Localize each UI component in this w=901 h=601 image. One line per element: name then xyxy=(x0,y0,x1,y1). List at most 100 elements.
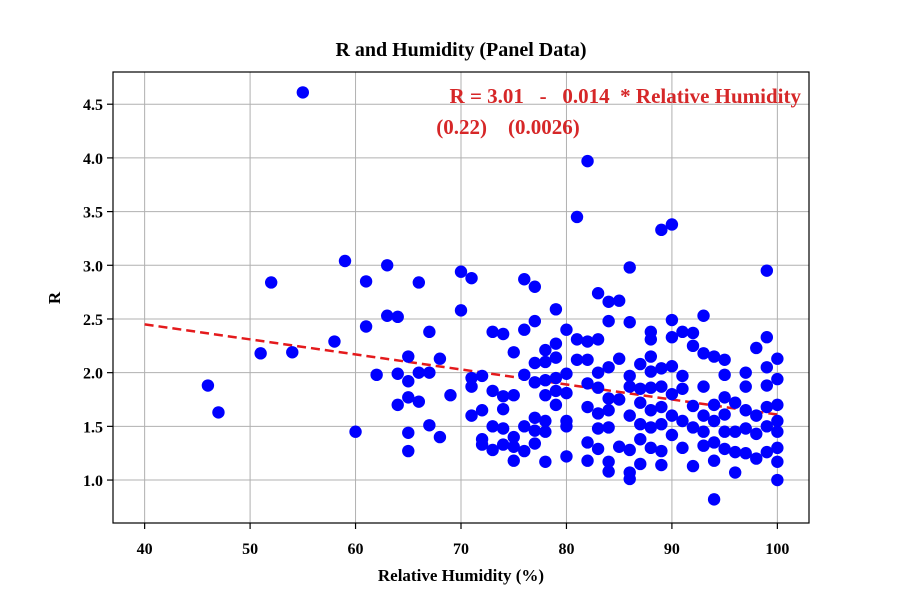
data-point xyxy=(560,450,573,463)
data-point xyxy=(539,455,552,468)
data-point xyxy=(739,380,752,393)
data-point xyxy=(507,454,520,467)
data-point xyxy=(528,424,542,437)
data-point xyxy=(760,361,774,374)
data-point xyxy=(475,438,489,451)
data-point xyxy=(771,441,784,455)
data-point xyxy=(349,425,362,438)
data-point xyxy=(602,392,615,405)
data-point xyxy=(539,343,552,357)
data-point xyxy=(760,379,774,392)
data-point xyxy=(665,313,679,327)
data-point xyxy=(686,399,700,413)
data-point xyxy=(676,414,689,428)
data-point xyxy=(581,335,594,348)
data-point xyxy=(581,377,594,390)
data-point xyxy=(486,325,499,339)
data-point xyxy=(475,404,489,417)
grid xyxy=(113,72,809,523)
data-point xyxy=(655,418,668,431)
data-point xyxy=(591,442,605,456)
data-point xyxy=(739,447,752,460)
data-point xyxy=(507,430,520,444)
x-tick-label: 90 xyxy=(664,541,680,558)
data-point xyxy=(496,402,510,416)
data-point xyxy=(528,411,542,424)
y-ticks: 1.0 1.5 2.0 2.5 3.0 3.5 4.0 4.5 xyxy=(83,97,113,490)
data-point xyxy=(570,210,584,224)
data-point xyxy=(665,360,679,373)
x-tick-label: 70 xyxy=(453,541,469,558)
data-point xyxy=(402,350,415,363)
data-point xyxy=(634,357,647,371)
data-point xyxy=(454,304,468,317)
data-point xyxy=(475,369,489,383)
data-point xyxy=(665,387,679,401)
x-tick-label: 100 xyxy=(765,541,789,558)
data-point xyxy=(380,309,394,322)
data-point xyxy=(686,339,700,353)
data-point xyxy=(549,384,563,398)
chart-title: R and Humidity (Panel Data) xyxy=(335,39,586,61)
data-point xyxy=(760,420,774,433)
data-point xyxy=(686,326,700,340)
x-tick-label: 80 xyxy=(558,541,574,558)
data-point xyxy=(581,454,594,467)
data-point xyxy=(591,333,605,346)
data-point xyxy=(402,375,415,388)
data-point xyxy=(707,436,721,449)
data-point xyxy=(718,442,731,456)
data-point xyxy=(560,367,573,380)
data-point xyxy=(528,314,542,328)
data-point xyxy=(423,366,436,379)
data-point xyxy=(539,425,552,438)
data-point xyxy=(602,314,615,328)
data-point xyxy=(402,444,415,458)
data-point xyxy=(676,382,689,395)
data-point xyxy=(665,218,679,231)
data-point xyxy=(591,381,605,394)
data-point xyxy=(570,353,584,366)
data-point xyxy=(771,425,784,438)
data-point xyxy=(433,430,447,444)
data-point xyxy=(338,254,352,268)
data-point xyxy=(760,400,774,414)
data-point xyxy=(423,325,436,339)
data-point xyxy=(697,409,710,422)
y-tick-label: 1.0 xyxy=(83,473,103,490)
data-point xyxy=(728,425,742,438)
data-point xyxy=(359,275,373,288)
data-point xyxy=(465,371,478,385)
data-point xyxy=(402,426,415,439)
data-point xyxy=(549,337,563,350)
data-point xyxy=(612,352,626,365)
data-point xyxy=(771,455,784,468)
data-point xyxy=(644,421,658,434)
data-point xyxy=(581,436,594,449)
data-point xyxy=(507,389,520,402)
data-point xyxy=(518,444,531,458)
data-point xyxy=(760,264,774,277)
data-point xyxy=(728,445,742,459)
data-point xyxy=(496,327,510,341)
data-point xyxy=(581,154,594,168)
data-point xyxy=(212,406,225,419)
data-point xyxy=(655,444,668,458)
data-point xyxy=(655,400,668,414)
y-tick-label: 2.0 xyxy=(83,366,103,383)
data-point xyxy=(760,331,774,344)
y-tick-label: 4.0 xyxy=(83,151,103,168)
data-point xyxy=(707,414,721,428)
data-point xyxy=(391,367,404,380)
data-point xyxy=(728,396,742,409)
data-point xyxy=(602,404,615,417)
data-point xyxy=(655,223,668,237)
data-point xyxy=(591,422,605,435)
data-point xyxy=(465,271,478,285)
data-point xyxy=(686,459,700,473)
data-point xyxy=(665,428,679,442)
data-point xyxy=(570,333,584,346)
data-point xyxy=(718,368,731,382)
data-point xyxy=(560,386,573,400)
